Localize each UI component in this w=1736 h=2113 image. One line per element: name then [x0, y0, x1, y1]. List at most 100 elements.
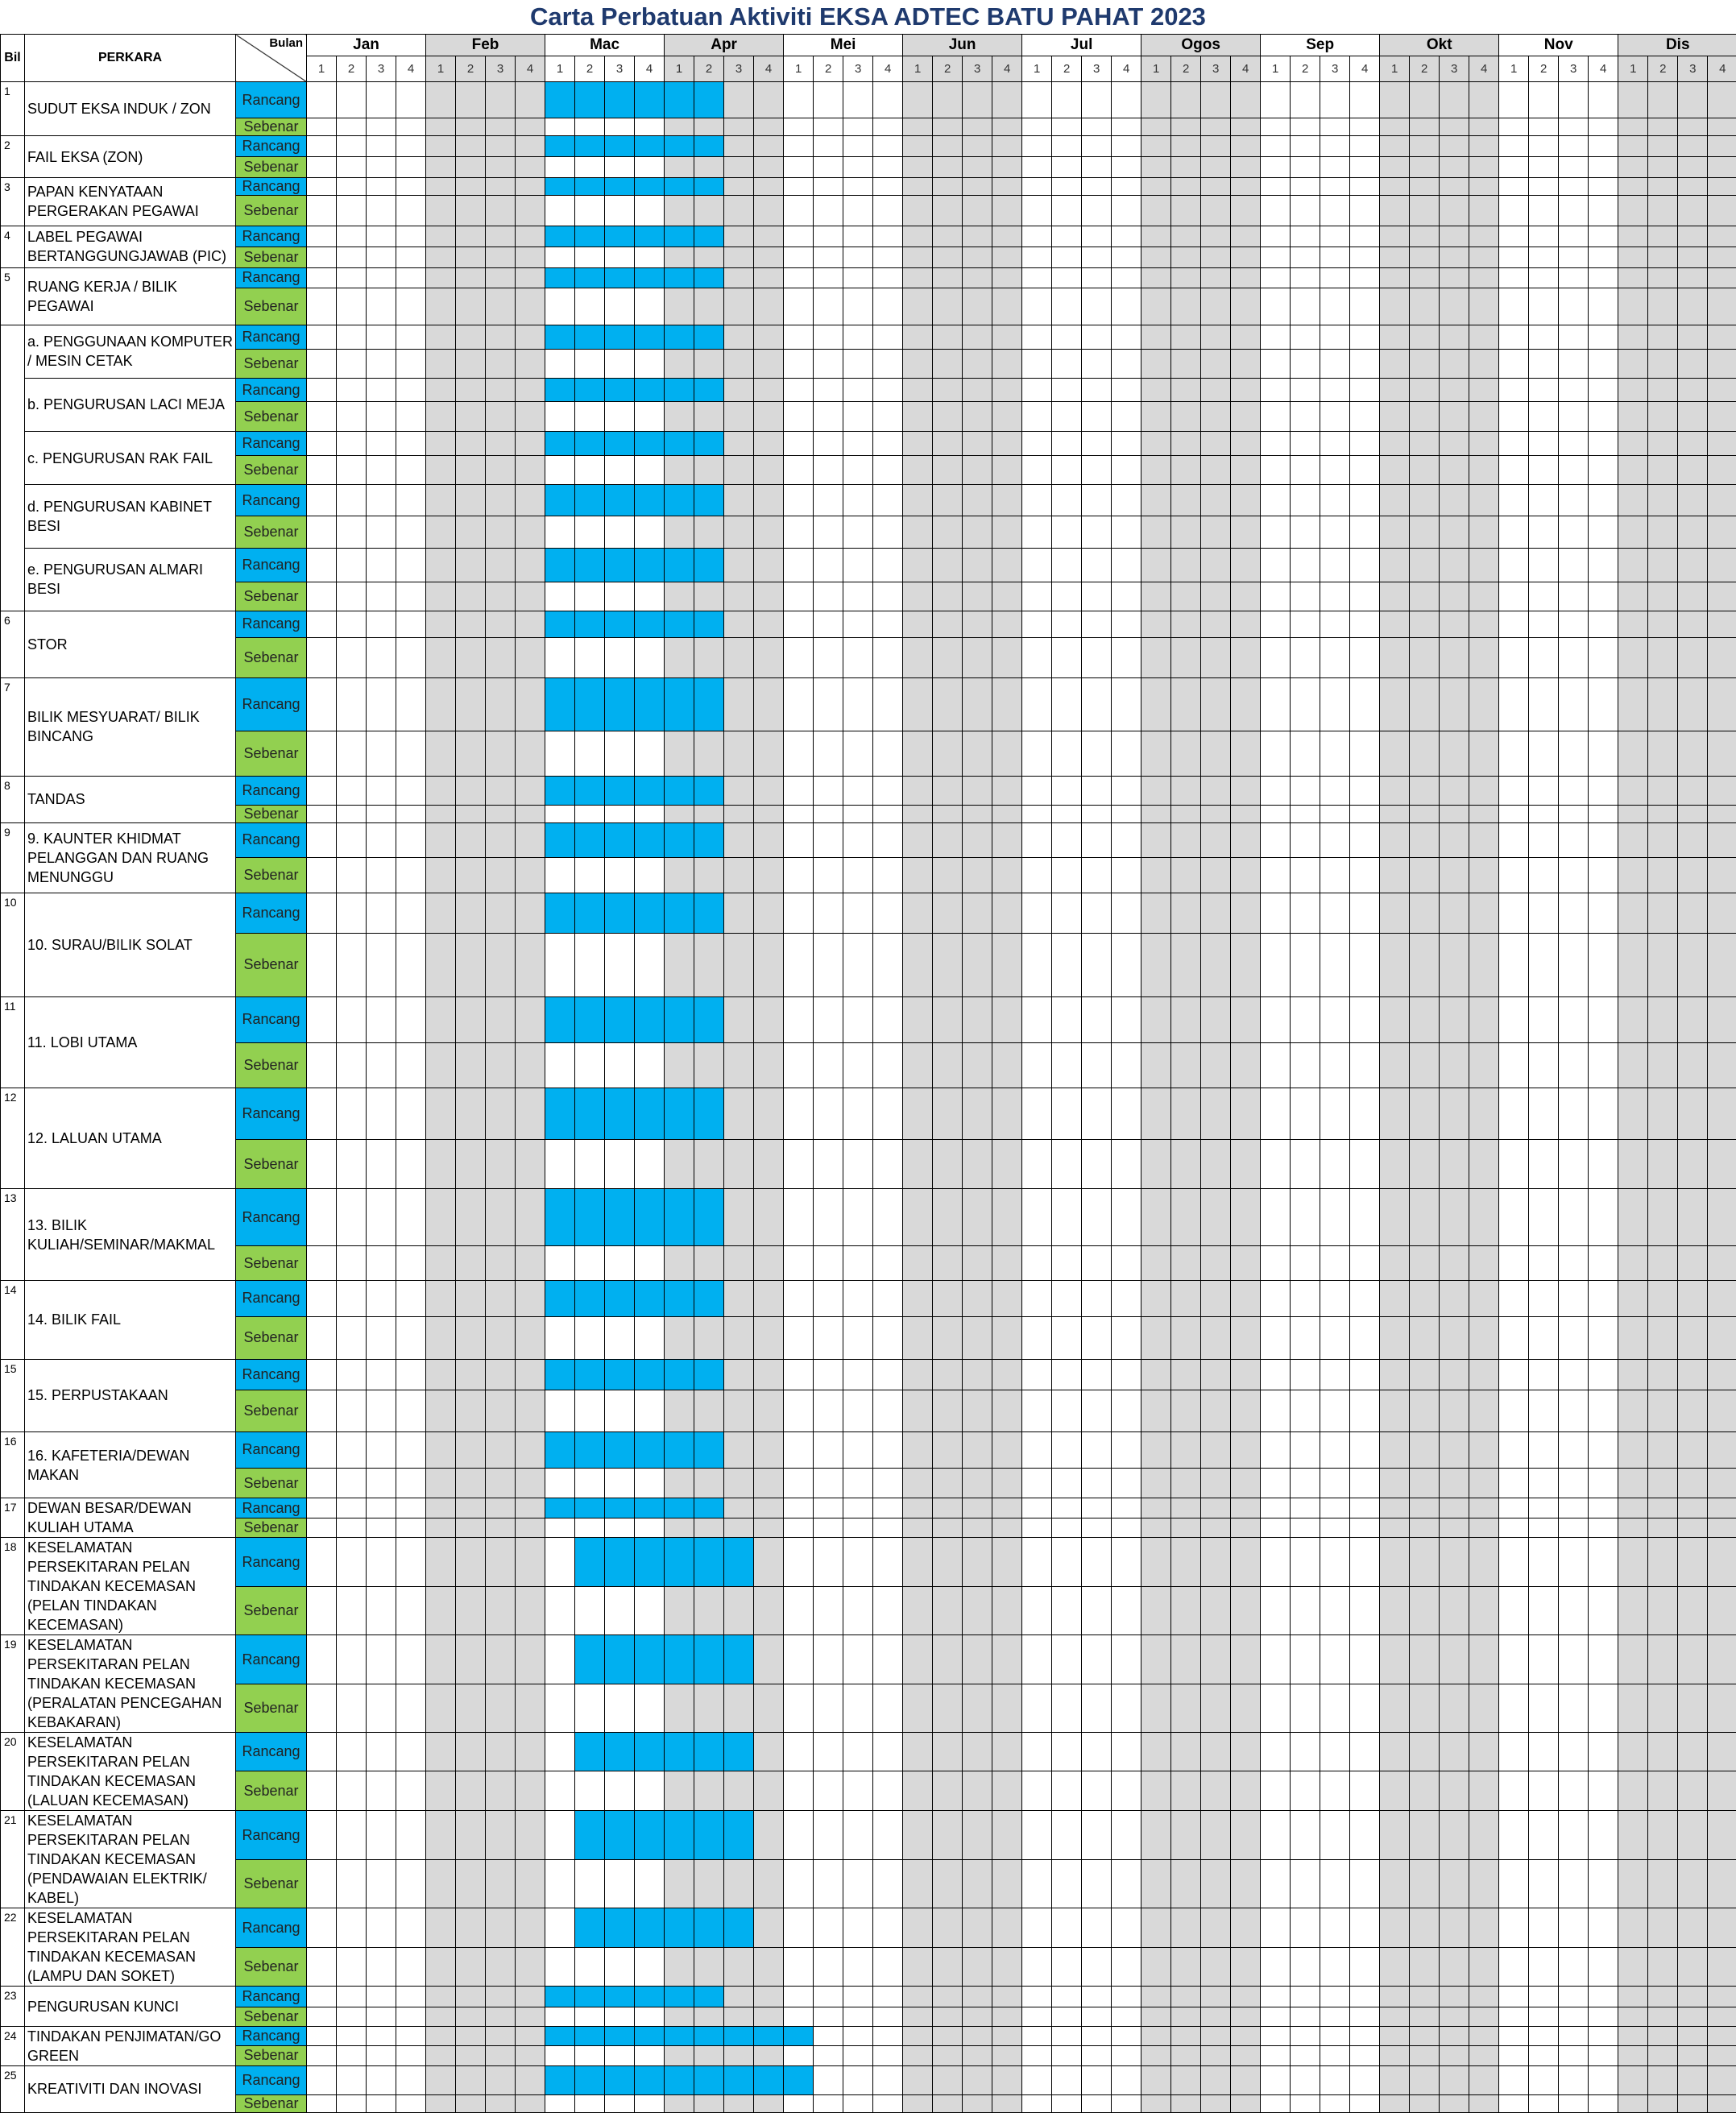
week-cell [1647, 1188, 1679, 1247]
week-cell [455, 2025, 486, 2047]
week-cell [1349, 1732, 1381, 1771]
week-cell [306, 377, 337, 403]
week-cell [1111, 267, 1142, 289]
week-cell [514, 324, 546, 350]
week-cell [1141, 731, 1172, 777]
page-title: Carta Perbatuan Aktiviti EKSA ADTEC BATU… [530, 2, 1206, 31]
week-cell [1081, 1537, 1112, 1587]
week-cell [962, 2045, 993, 2066]
week-cell [992, 484, 1023, 516]
week-cell [932, 611, 963, 638]
planned-week-cell [664, 377, 695, 403]
week-cell [1558, 1517, 1589, 1539]
week-cell [1200, 1431, 1232, 1469]
week-cell [1677, 996, 1709, 1043]
week-cell [1200, 1280, 1232, 1317]
week-cell [1707, 996, 1736, 1043]
week-cell [1498, 377, 1530, 403]
week-cell [813, 2025, 844, 2047]
week-cell [1498, 135, 1530, 157]
week-cell [1409, 731, 1440, 777]
week-cell [574, 1858, 606, 1909]
week-cell [1379, 1139, 1411, 1190]
week-cell [1320, 1280, 1351, 1317]
week-cell [1379, 611, 1411, 638]
week-cell [1707, 547, 1736, 582]
row-number: 23 [0, 1986, 25, 2027]
week-cell [1707, 1087, 1736, 1141]
week-cell [872, 677, 904, 732]
week-cell [366, 1087, 396, 1141]
week-cell [1170, 515, 1202, 549]
week-cell [992, 225, 1023, 247]
week-cell [1111, 1042, 1142, 1088]
week-cell [1439, 932, 1470, 997]
week-cell [1469, 2065, 1500, 2095]
week-cell [872, 2045, 904, 2066]
week-header: 4 [634, 55, 665, 82]
rancang-label: Rancang [235, 377, 307, 403]
week-cell [425, 822, 456, 859]
row-number: 22 [0, 1908, 25, 1987]
week-cell [1200, 731, 1232, 777]
week-cell [1111, 776, 1142, 806]
week-cell [1320, 611, 1351, 638]
week-cell [1409, 1245, 1440, 1282]
week-header: 3 [1558, 55, 1589, 82]
week-cell [1588, 892, 1619, 934]
week-cell [1021, 1467, 1053, 1499]
week-cell [664, 932, 695, 997]
week-cell [1051, 1585, 1083, 1636]
week-cell [902, 401, 934, 432]
week-cell [1260, 1537, 1291, 1587]
week-cell [1528, 324, 1560, 350]
week-cell [992, 2094, 1023, 2113]
week-cell [1111, 1498, 1142, 1518]
week-cell [753, 267, 785, 289]
week-cell [366, 2045, 396, 2066]
week-cell [1618, 2065, 1649, 2095]
week-cell [1081, 1732, 1112, 1771]
week-cell [1469, 135, 1500, 157]
week-cell [545, 348, 576, 379]
week-cell [813, 1770, 844, 1812]
week-cell [843, 1537, 874, 1587]
week-cell [396, 194, 426, 226]
week-cell [1290, 194, 1321, 226]
week-cell [723, 1431, 755, 1469]
week-cell [1141, 932, 1172, 997]
week-cell [306, 1245, 337, 1282]
activity-name: KESELAMATAN PERSEKITARAN PELAN TINDAKAN … [24, 1634, 236, 1734]
week-cell [514, 377, 546, 403]
week-cell [1439, 1858, 1470, 1909]
activity-name: PAPAN KENYATAAN PERGERAKAN PEGAWAI [24, 176, 236, 226]
week-cell [813, 430, 844, 457]
week-cell [1588, 1634, 1619, 1684]
planned-week-cell [664, 611, 695, 638]
week-cell [992, 996, 1023, 1043]
week-cell [1170, 822, 1202, 859]
week-cell [843, 996, 874, 1043]
week-cell [514, 1042, 546, 1088]
week-cell [604, 1770, 636, 1812]
week-cell [1081, 455, 1112, 486]
week-cell [574, 1517, 606, 1539]
planned-week-cell [664, 430, 695, 457]
week-cell [1081, 1280, 1112, 1317]
week-cell [1558, 377, 1589, 403]
week-cell [1379, 636, 1411, 678]
week-cell [1111, 857, 1142, 893]
week-cell [1200, 547, 1232, 582]
week-cell [872, 1188, 904, 1247]
week-cell [1230, 246, 1262, 268]
week-cell [1320, 324, 1351, 350]
rancang-label: Rancang [235, 1188, 307, 1247]
planned-week-cell [634, 1188, 665, 1247]
week-cell [992, 267, 1023, 289]
planned-week-cell [634, 225, 665, 247]
week-cell [1469, 1770, 1500, 1812]
week-cell [1707, 611, 1736, 638]
week-cell [1469, 1467, 1500, 1499]
week-cell [962, 1986, 993, 2008]
week-cell [455, 2094, 486, 2113]
